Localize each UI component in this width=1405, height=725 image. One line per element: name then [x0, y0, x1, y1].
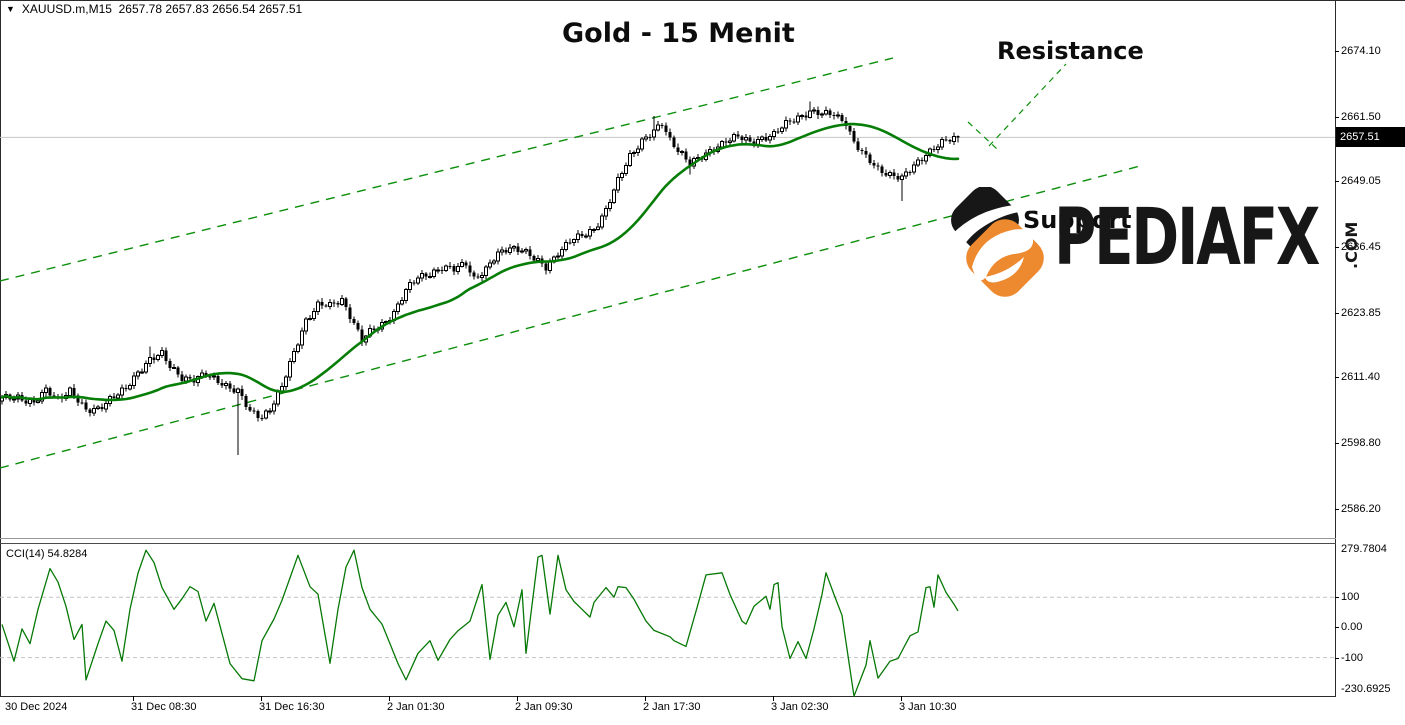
indicator-axis-label: -100 [1341, 652, 1364, 664]
time-axis-label: 31 Dec 16:30 [259, 701, 325, 713]
price-axis-label: 2611.40 [1341, 371, 1380, 383]
low-value: 2656.54 [212, 2, 256, 16]
price-axis-tick [1335, 377, 1339, 378]
pediafx-logo-text: PEDIAFX [1054, 193, 1320, 283]
time-axis-tick [901, 696, 902, 701]
pane-splitter-top[interactable] [0, 538, 1336, 539]
price-axis-tick [1335, 509, 1339, 510]
time-axis-tick [517, 696, 518, 701]
time-axis-label: 2 Jan 17:30 [643, 701, 701, 713]
time-axis-line [0, 696, 1336, 697]
indicator-axis-label: 100 [1341, 591, 1360, 603]
resistance-channel-line [0, 57, 894, 282]
price-axis-tick [1335, 117, 1339, 118]
high-value: 2657.83 [165, 2, 209, 16]
price-axis-label: 2674.10 [1341, 45, 1381, 57]
price-axis-label: 2598.80 [1341, 437, 1381, 449]
price-axis-label: 2636.45 [1341, 241, 1381, 253]
resistance-label: Resistance [997, 37, 1144, 65]
time-axis-tick [389, 696, 390, 701]
pane-splitter-bottom[interactable] [0, 543, 1336, 544]
current-price-tag: 2657.51 [1336, 127, 1405, 147]
price-axis-label: 2623.85 [1341, 307, 1381, 319]
time-axis-tick [645, 696, 646, 701]
top-border [0, 0, 1405, 1]
price-axis-label: 2661.50 [1341, 111, 1381, 123]
indicator-axis-tick [1335, 627, 1339, 628]
resistance-pointer-dash-0 [967, 121, 998, 150]
indicator-axis-tick [1335, 597, 1339, 598]
time-axis-tick [261, 696, 262, 701]
pediafx-logo-tld: .COM [1342, 221, 1361, 269]
time-axis-tick [773, 696, 774, 701]
cci-line [1, 549, 959, 697]
time-axis-label: 31 Dec 08:30 [131, 701, 197, 713]
candles-group [0, 101, 960, 455]
price-axis-tick [1335, 181, 1339, 182]
symbol-dropdown-icon[interactable]: ▼ [6, 4, 15, 14]
time-axis-label: 2 Jan 09:30 [515, 701, 573, 713]
symbol-header: ▼ XAUUSD.m,M15 2657.78 2657.83 2656.54 26… [6, 2, 302, 16]
symbol-label: XAUUSD.m,M15 [21, 2, 112, 16]
price-axis-label: 2586.20 [1341, 503, 1381, 515]
indicator-axis-label: 0.00 [1341, 621, 1363, 633]
left-border [0, 0, 1, 697]
indicator-label: CCI(14) 54.8284 [6, 548, 88, 560]
price-axis-tick [1335, 247, 1339, 248]
indicator-axis-label: -230.6925 [1341, 683, 1391, 695]
time-axis-tick [133, 696, 134, 701]
chart-title: Gold - 15 Menit [562, 18, 795, 49]
indicator-axis-tick [1335, 658, 1339, 659]
close-value: 2657.51 [258, 2, 303, 16]
time-axis-label: 30 Dec 2024 [5, 701, 68, 713]
price-axis-tick [1335, 51, 1339, 52]
open-value: 2657.78 [118, 2, 163, 16]
price-axis-line [1335, 0, 1336, 697]
support-channel-line [0, 165, 1141, 469]
price-axis-tick [1335, 443, 1339, 444]
indicator-axis-label: 279.7804 [1341, 543, 1387, 555]
time-axis-label: 3 Jan 02:30 [771, 701, 829, 713]
pediafx-logo-icon [928, 187, 1044, 297]
time-axis-label: 3 Jan 10:30 [899, 701, 957, 713]
watermark: PEDIAFX .COM [928, 185, 1388, 303]
moving-average-line [0, 122, 960, 402]
price-axis-tick [1335, 313, 1339, 314]
price-axis-label: 2649.05 [1341, 175, 1381, 187]
resistance-pointer-dash-1 [988, 63, 1067, 147]
time-axis-label: 2 Jan 01:30 [387, 701, 445, 713]
